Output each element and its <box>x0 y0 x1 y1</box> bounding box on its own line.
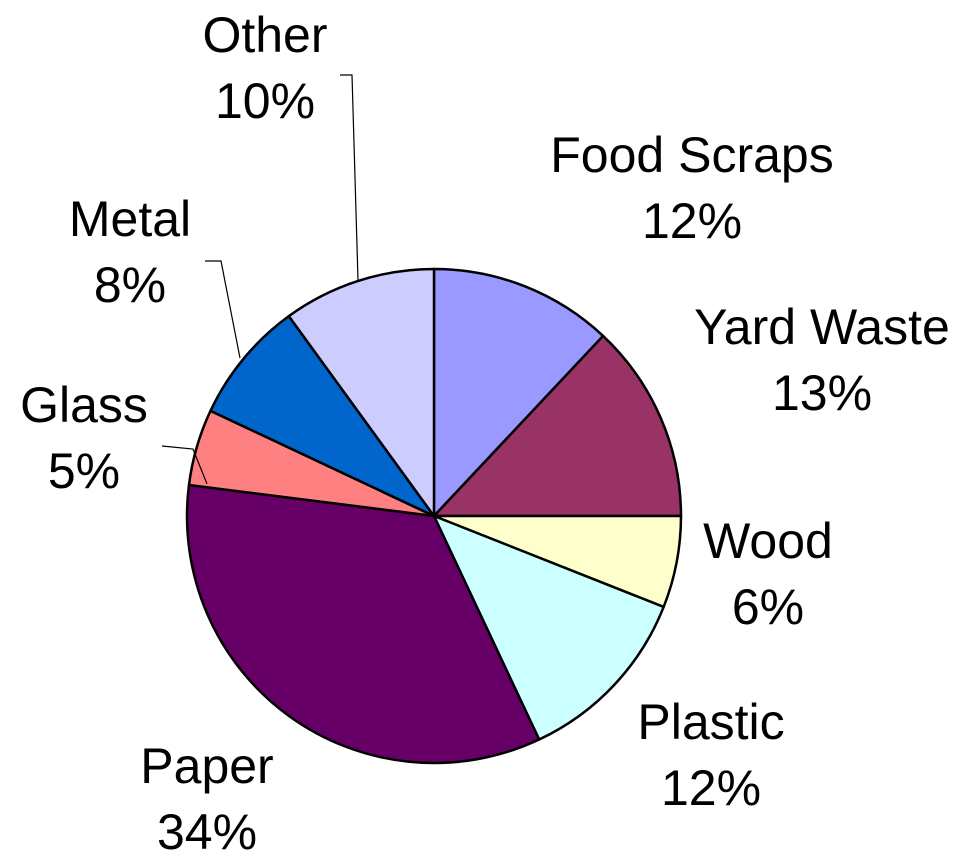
slice-labels: Food Scraps 12% Yard Waste 13% Wood 6% Plastic… <box>20 7 950 860</box>
slice-label-metal: Metal <box>69 191 191 247</box>
pie-slices <box>185 267 683 765</box>
slice-label-plastic: Plastic <box>637 694 784 750</box>
slice-label-yard-waste: Yard Waste <box>694 299 950 355</box>
slice-label-glass: Glass <box>20 377 148 433</box>
slice-label-paper: Paper <box>140 738 273 794</box>
leader-line-other <box>340 74 359 281</box>
slice-percent-glass: 5% <box>48 443 120 499</box>
pie-slice-other <box>287 267 436 518</box>
slice-label-other: Other <box>202 7 327 63</box>
pie-slice-yard-waste <box>432 334 683 518</box>
slice-percent-wood: 6% <box>732 579 804 635</box>
pie-slice-metal <box>209 314 436 518</box>
slice-label-wood: Wood <box>703 513 833 569</box>
leader-lines <box>161 74 359 485</box>
slice-percent-other: 10% <box>215 73 315 129</box>
slice-percent-paper: 34% <box>157 804 257 860</box>
slice-label-food-scraps: Food Scraps <box>550 127 833 183</box>
leader-line-glass <box>161 445 208 485</box>
slice-percent-plastic: 12% <box>661 760 761 816</box>
leader-line-metal <box>205 260 241 359</box>
pie-slice-food-scraps <box>432 267 605 518</box>
pie-slice-paper <box>185 483 541 765</box>
pie-slice-plastic <box>432 514 665 741</box>
slice-percent-yard-waste: 13% <box>772 365 872 421</box>
slice-percent-food-scraps: 12% <box>642 193 742 249</box>
slice-percent-metal: 8% <box>94 257 166 313</box>
